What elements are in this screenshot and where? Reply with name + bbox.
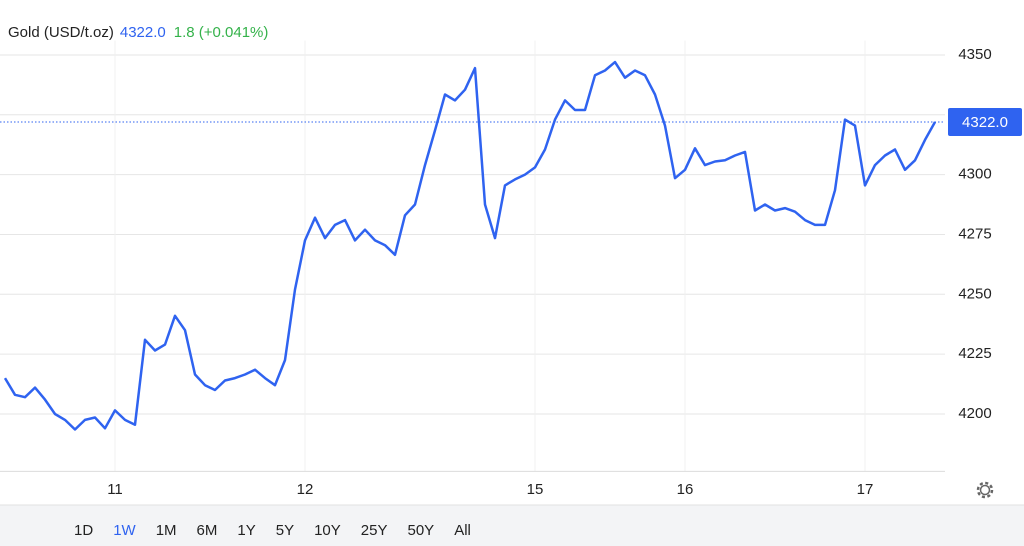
y-tick-label: 4275 — [958, 225, 991, 242]
y-tick-label: 4350 — [958, 46, 991, 63]
range-bar — [0, 505, 1024, 546]
range-button[interactable]: 1W — [113, 522, 136, 539]
range-button[interactable]: 6M — [197, 522, 218, 539]
price-label: 4322.0 — [962, 114, 1008, 131]
x-tick-label: 15 — [527, 481, 544, 498]
change: 1.8 (+0.041%) — [174, 24, 269, 41]
range-button[interactable]: 1M — [156, 522, 177, 539]
y-tick-label: 4225 — [958, 345, 991, 362]
x-tick-label: 17 — [857, 481, 874, 498]
x-tick-label: 12 — [297, 481, 314, 498]
range-button[interactable]: 5Y — [276, 522, 294, 539]
range-button[interactable]: 10Y — [314, 522, 341, 539]
y-tick-label: 4300 — [958, 166, 991, 183]
range-button[interactable]: 25Y — [361, 522, 388, 539]
range-button[interactable]: All — [454, 522, 471, 539]
price-label-box — [948, 107, 1022, 136]
range-button[interactable]: 1Y — [237, 522, 255, 539]
range-button[interactable]: 1D — [74, 522, 93, 539]
x-tick-label: 11 — [107, 481, 123, 498]
y-tick-label: 4250 — [958, 285, 991, 302]
settings-icon[interactable] — [976, 481, 994, 499]
chart-title: Gold (USD/t.oz) — [8, 24, 114, 41]
price-line-series — [3, 60, 937, 431]
price: 4322.0 — [120, 24, 166, 41]
range-button[interactable]: 50Y — [408, 522, 435, 539]
x-tick-label: 16 — [677, 481, 694, 498]
y-tick-label: 4200 — [958, 405, 991, 422]
